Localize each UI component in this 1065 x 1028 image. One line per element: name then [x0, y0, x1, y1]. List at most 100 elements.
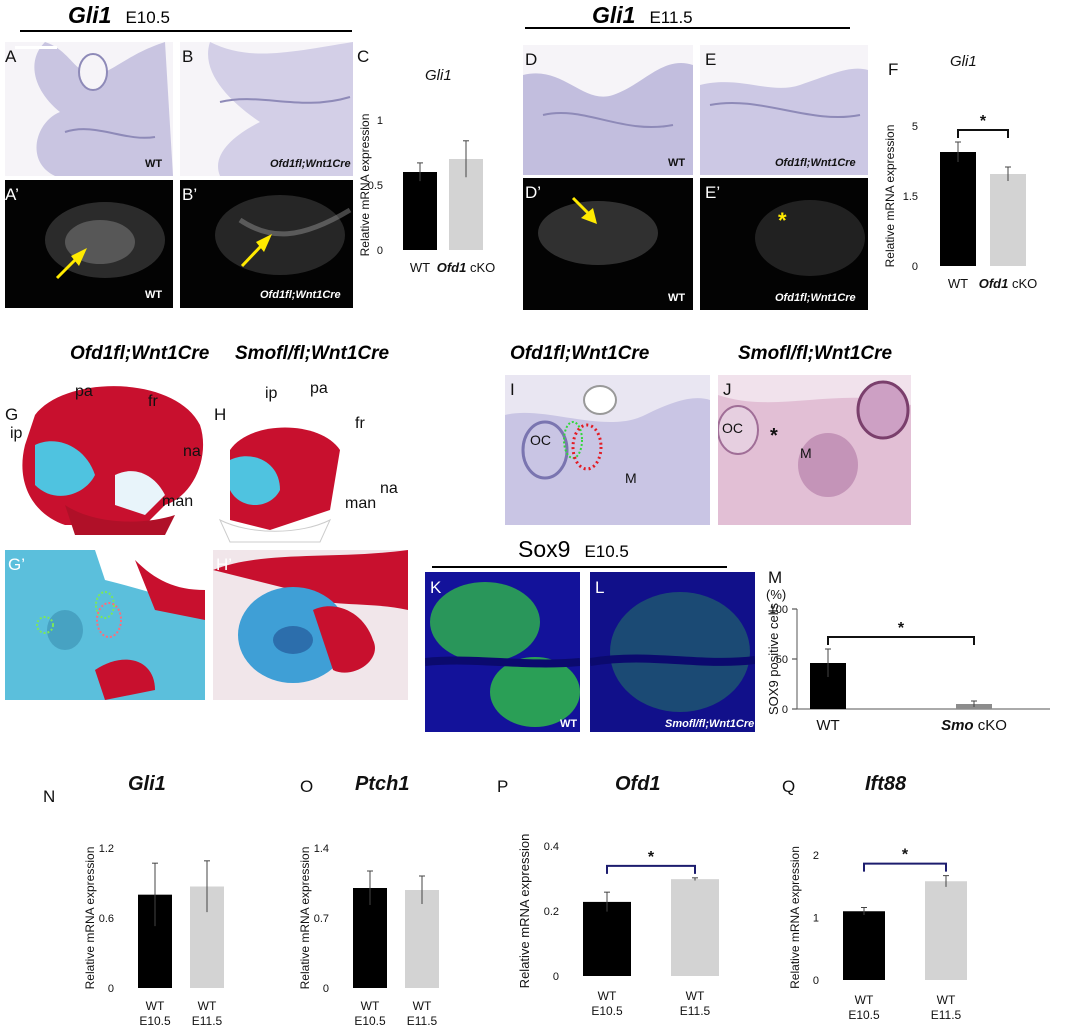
label-fr-g: fr — [148, 393, 158, 410]
bar-0 — [403, 172, 437, 250]
y-axis-label: Relative mRNA expression — [883, 125, 897, 268]
panel-letter-b-prime: B’ — [182, 185, 198, 204]
x-tick-label: WT — [198, 999, 217, 1013]
darkfield-signal-e: * — [755, 200, 865, 276]
darkfield-signal-a — [45, 202, 165, 280]
significance-bracket — [957, 129, 1009, 138]
x-tick-label: WT — [686, 989, 705, 1003]
chart-title: Gli1 — [425, 67, 452, 84]
y-axis-label: Relative mRNA expression — [788, 846, 802, 989]
x-tick-label: E11.5 — [931, 1008, 962, 1022]
panel-tag-l: Smofl/fl;Wnt1Cre — [665, 718, 755, 730]
y-tick-label: 1.2 — [99, 843, 114, 855]
arrow-icon — [240, 243, 264, 268]
darkfield-signal-b — [215, 195, 352, 275]
significance-bracket — [863, 862, 947, 872]
sox9-signal-k — [425, 572, 580, 732]
y-axis-label: Relative mRNA expression — [298, 847, 312, 990]
y-tick-label: 0.6 — [99, 913, 114, 925]
panel-i-section — [505, 375, 710, 525]
significance-star: * — [902, 847, 909, 864]
header-gli1-e105: Gli1 E10.5 — [68, 2, 170, 28]
header-gli1-e115: Gli1 E11.5 — [592, 2, 693, 28]
panel-tag-b: Ofd1fl;Wnt1Cre — [270, 158, 351, 170]
panel-letter-g: G — [5, 405, 19, 424]
tissue-section-b — [208, 42, 353, 176]
y-axis-label: Relative mRNA expression — [517, 834, 532, 989]
chart-c: Gli1 Relative mRNA expression 0 0.5 1 WT Ofd1 … — [358, 67, 495, 275]
panel-letter-a: A — [5, 47, 17, 66]
panel-tag-a: WT — [145, 158, 163, 170]
panel-letter-n: N — [43, 787, 56, 806]
y-tick-label: 0 — [323, 983, 329, 995]
arrow-icon — [55, 256, 79, 280]
panel-tag-a-prime: WT — [145, 289, 163, 301]
panel-letter-e-prime: E’ — [705, 183, 721, 202]
chart-f: Gli1 Relative mRNA expression 0 1.5 5 WT Ofd1 … — [883, 53, 1038, 291]
panel-h-skull — [210, 410, 405, 545]
panel-tag-b-prime: Ofd1fl;Wnt1Cre — [260, 289, 341, 301]
chart-m: (%)SOX9 positive cells 0 50 100 WT Smo cKO * — [766, 587, 1050, 734]
panel-letter-h: H — [214, 405, 227, 424]
panel-letter-e: E — [705, 50, 717, 69]
x-tick-label: E11.5 — [192, 1014, 223, 1025]
panel-e-histology — [700, 45, 868, 175]
panel-letter-p: P — [497, 777, 509, 796]
significance-star: * — [898, 620, 905, 637]
label-fr-h: fr — [355, 415, 365, 432]
y-tick-label: 2 — [813, 850, 819, 862]
panel-e-prime-darkfield: * — [700, 178, 868, 310]
panel-b-histology — [180, 42, 353, 176]
x-tick-label: E11.5 — [407, 1014, 438, 1025]
panel-g-skull — [5, 375, 210, 545]
x-tick-label: E10.5 — [848, 1008, 880, 1022]
panel-tag-e-prime: Ofd1fl;Wnt1Cre — [775, 292, 856, 304]
panel-letter-i: I — [510, 380, 515, 399]
panel-k-immunofluorescence — [425, 572, 580, 732]
bar-0 — [583, 901, 631, 976]
panel-letter-k: K — [430, 578, 442, 597]
x-tick-label: WT — [937, 993, 956, 1007]
significance-bracket — [827, 636, 975, 645]
panel-letter-m: M — [768, 568, 783, 587]
chart-title: Ptch1 — [355, 773, 409, 795]
panel-d-prime-darkfield — [523, 178, 693, 310]
panel-letter-l: L — [595, 578, 605, 597]
chart-title: Gli1 — [950, 53, 977, 70]
asterisk-icon: * — [778, 208, 787, 233]
label-man-h: man — [345, 495, 377, 512]
y-tick-label: 0 — [377, 245, 383, 257]
skull-closeup-g — [5, 550, 205, 700]
chart-unit: (%) — [766, 587, 786, 602]
tissue-section-a — [34, 42, 173, 176]
y-tick-label: 0 — [108, 983, 114, 995]
y-tick-label: 50 — [776, 654, 788, 666]
panel-j-section — [718, 375, 911, 525]
panel-letter-o: O — [300, 777, 314, 796]
label-na-g: na — [183, 443, 201, 460]
y-tick-label: 5 — [912, 121, 918, 133]
panel-l-immunofluorescence — [590, 572, 755, 732]
title-smo-h: Smofl/fl;Wnt1Cre — [235, 343, 390, 364]
y-tick-label: 0 — [782, 704, 788, 716]
y-tick-label: 0.4 — [544, 841, 559, 853]
label-m-i: M — [625, 470, 637, 486]
bar-0 — [843, 911, 885, 980]
bar-1 — [671, 879, 719, 976]
label-na-h: na — [380, 480, 398, 497]
section-i-stain — [505, 375, 710, 525]
title-smo-j: Smofl/fl;Wnt1Cre — [738, 343, 893, 364]
section-j-stain — [718, 380, 911, 525]
x-tick-label: Ofd1 cKO — [979, 276, 1038, 291]
label-oc-j: OC — [722, 420, 743, 436]
panel-tag-d-prime: WT — [668, 292, 686, 304]
scale-bar — [15, 46, 57, 49]
panel-letter-j: J — [723, 380, 732, 399]
significance-star: * — [980, 113, 987, 130]
label-man-g: man — [162, 493, 194, 510]
label-star-j: * — [770, 425, 778, 447]
header-sox9: Sox9 E10.5 — [518, 536, 629, 562]
panel-b-prime-darkfield — [180, 180, 353, 308]
